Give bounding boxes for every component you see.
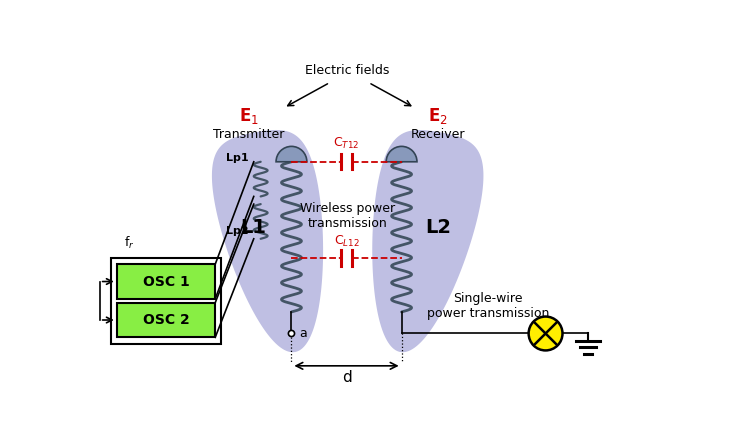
FancyBboxPatch shape <box>116 264 216 299</box>
Wedge shape <box>276 146 307 162</box>
Text: E$_1$: E$_1$ <box>239 106 259 125</box>
Text: Lp2: Lp2 <box>227 226 249 236</box>
Wedge shape <box>386 146 417 162</box>
Text: a: a <box>299 327 307 340</box>
Text: C$_{T12}$: C$_{T12}$ <box>333 136 360 151</box>
Text: C$_{L12}$: C$_{L12}$ <box>333 234 360 249</box>
Text: L2: L2 <box>424 218 451 237</box>
Circle shape <box>289 330 295 336</box>
Text: f$_r$: f$_r$ <box>125 235 135 251</box>
Polygon shape <box>212 130 323 352</box>
FancyBboxPatch shape <box>116 303 216 337</box>
Text: Single-wire
power transmission: Single-wire power transmission <box>427 292 549 320</box>
Text: Receiver: Receiver <box>410 128 465 141</box>
Text: OSC 1: OSC 1 <box>142 274 189 288</box>
Text: Wireless power
transmission: Wireless power transmission <box>300 202 395 230</box>
Text: L1: L1 <box>240 218 266 237</box>
Text: OSC 2: OSC 2 <box>142 313 189 327</box>
Polygon shape <box>372 130 483 352</box>
Text: Lp1: Lp1 <box>227 153 249 163</box>
Circle shape <box>529 316 562 350</box>
Text: Transmitter: Transmitter <box>213 128 285 141</box>
Text: d: d <box>342 370 351 385</box>
Text: Electric fields: Electric fields <box>306 64 390 77</box>
Text: E$_2$: E$_2$ <box>428 106 448 125</box>
